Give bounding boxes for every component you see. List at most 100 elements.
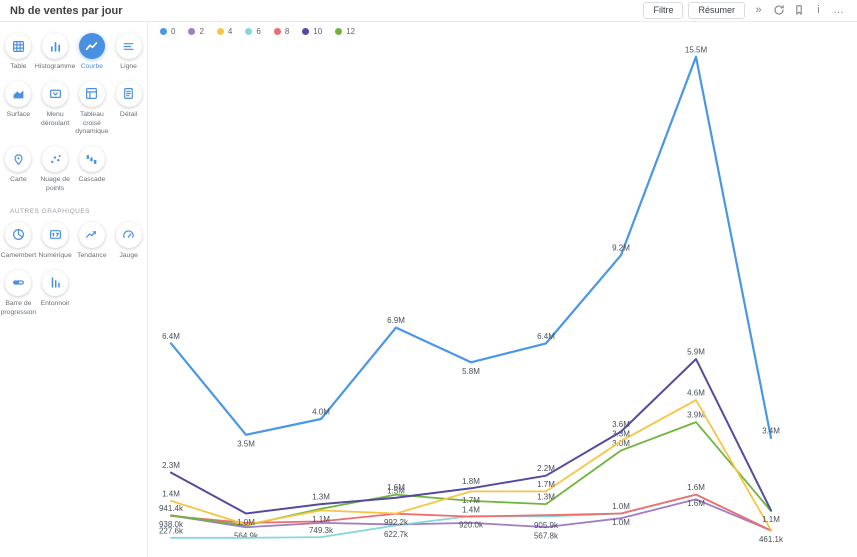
- tableau-croise-dynamique-icon-circle: [78, 80, 105, 107]
- histogramme-icon-circle: [42, 33, 69, 59]
- data-label: 749.3k: [309, 526, 334, 535]
- legend-label: 2: [199, 27, 204, 36]
- sidebar-item-cascade[interactable]: Cascade: [74, 146, 111, 194]
- sidebar-item-label: Histogramme: [34, 63, 76, 70]
- sidebar-item-tableau-croise-dynamique[interactable]: Tableau croisé dynamique: [74, 80, 111, 137]
- sidebar-item-numerique[interactable]: Numérique: [37, 221, 74, 261]
- series-line-4[interactable]: [170, 399, 772, 532]
- chart-legend: 0 2 4 6 8 10 12: [160, 27, 355, 36]
- bar-chart-icon: [50, 41, 60, 52]
- data-label: 1.6M: [687, 499, 705, 508]
- legend-dot-icon: [188, 28, 196, 35]
- legend-item-10[interactable]: 10: [302, 27, 322, 36]
- sidebar-item-nuage-de-points[interactable]: Nuage de points: [37, 146, 74, 194]
- filter-button[interactable]: Filtre: [643, 2, 684, 19]
- sidebar-item-label: Camembert: [0, 251, 37, 259]
- data-label: 1.6M: [687, 483, 705, 492]
- sidebar-item-label: Détail: [119, 110, 138, 118]
- legend-dot-icon: [335, 28, 343, 35]
- sidebar-item-courbe[interactable]: Courbe: [74, 33, 111, 72]
- info-icon[interactable]: i: [817, 4, 820, 17]
- sidebar-item-carte[interactable]: Carte: [0, 146, 37, 194]
- page-title: Nb de ventes par jour: [10, 4, 123, 17]
- data-label: 4.6M: [687, 389, 705, 398]
- data-label: 15.5M: [685, 45, 708, 54]
- data-label: 1.8M: [462, 477, 480, 486]
- series-line-2[interactable]: [170, 498, 772, 532]
- more-icon[interactable]: …: [833, 4, 844, 17]
- legend-item-4[interactable]: 4: [216, 27, 232, 36]
- collapse-panel-icon[interactable]: »: [755, 4, 762, 17]
- sidebar-item-detail[interactable]: Détail: [110, 80, 147, 137]
- gauge-icon: [123, 230, 134, 239]
- sidebar-item-menu-deroulant[interactable]: Menu déroulant: [37, 80, 74, 137]
- legend-item-12[interactable]: 12: [335, 27, 355, 36]
- sidebar-item-surface[interactable]: Surface: [0, 80, 37, 137]
- legend-item-0[interactable]: 0: [160, 27, 175, 36]
- line-chart-canvas[interactable]: 938.0k 564.9k 567.8k 461.1k 227.6k 622.7k 920.…: [149, 22, 857, 557]
- data-label: 564.9k: [234, 532, 259, 541]
- legend-item-8[interactable]: 8: [273, 27, 290, 36]
- data-label: 905.9k: [534, 521, 559, 530]
- legend-item-2[interactable]: 2: [188, 27, 204, 36]
- sidebar-item-label: Menu déroulant: [40, 110, 70, 127]
- sidebar-other-grid: Camembert Numérique Tendance Jauge Barre de …: [0, 218, 147, 322]
- area-chart-icon: [13, 90, 24, 99]
- bookmark-icon: [795, 5, 802, 16]
- data-label: 6.9M: [387, 316, 405, 325]
- chart-type-sidebar: Table Histogramme Courbe Ligne Surface Menu d…: [0, 22, 148, 557]
- data-label: 3.9M: [687, 411, 705, 420]
- sidebar-item-ligne[interactable]: Ligne: [110, 33, 147, 72]
- refresh-icon: [773, 5, 784, 16]
- line-list-icon: [123, 42, 134, 50]
- camembert-icon-circle: [5, 221, 32, 248]
- bookmark-icon[interactable]: [790, 3, 807, 17]
- sidebar-item-label: Nuage de points: [40, 176, 70, 193]
- funnel-icon: [51, 277, 60, 288]
- carte-icon-circle: [5, 146, 32, 173]
- numeric-icon: [49, 230, 61, 240]
- sidebar-item-entonnoir[interactable]: Entonnoir: [37, 269, 74, 318]
- sidebar-item-label: Courbe: [80, 63, 104, 70]
- data-label: 567.8k: [534, 532, 559, 541]
- sidebar-item-jauge[interactable]: Jauge: [110, 221, 147, 261]
- sidebar-section-label: AUTRES GRAPHIQUES: [10, 207, 91, 215]
- header-icons: » i …: [750, 3, 847, 17]
- sidebar-item-tendance[interactable]: Tendance: [74, 221, 111, 261]
- series-line-10[interactable]: [170, 358, 772, 515]
- summary-button[interactable]: Résumer: [688, 2, 745, 19]
- sidebar-item-histogramme[interactable]: Histogramme: [34, 33, 76, 72]
- sidebar-item-camembert[interactable]: Camembert: [0, 221, 37, 261]
- series-line-0[interactable]: [169, 55, 773, 439]
- data-label: 2.3M: [162, 461, 180, 470]
- numerique-icon-circle: [42, 221, 69, 248]
- data-label: 938.0k: [159, 520, 184, 529]
- data-label: 1.5M: [387, 486, 405, 495]
- pie-chart-icon: [12, 229, 24, 241]
- data-label: 1.0M: [612, 502, 630, 511]
- surface-icon-circle: [5, 80, 32, 107]
- sidebar-item-table[interactable]: Table: [0, 33, 37, 72]
- trend-icon: [86, 231, 97, 239]
- cascade-icon-circle: [78, 146, 105, 173]
- sidebar-item-label: Entonnoir: [40, 299, 70, 307]
- legend-item-6[interactable]: 6: [245, 27, 261, 36]
- sidebar-item-label: Tendance: [77, 251, 107, 259]
- legend-label: 6: [256, 27, 261, 36]
- detail-doc-icon: [124, 88, 134, 100]
- series-line-8[interactable]: [170, 493, 772, 532]
- legend-label: 8: [284, 27, 290, 36]
- data-label: 1.7M: [537, 480, 555, 489]
- refresh-icon[interactable]: [770, 3, 787, 17]
- legend-label: 12: [346, 27, 356, 36]
- legend-label: 10: [313, 27, 323, 36]
- legend-dot-icon: [273, 28, 281, 35]
- barre-de-progression-icon-circle: [5, 269, 32, 296]
- data-label: 1.0M: [612, 518, 630, 527]
- sidebar-item-label: Numérique: [38, 251, 72, 259]
- map-pin-icon: [14, 154, 23, 165]
- sidebar-item-barre-de-progression[interactable]: Barre de progression: [0, 269, 37, 318]
- sidebar-item-label: Table: [10, 63, 27, 70]
- data-label: 3.0M: [612, 439, 630, 448]
